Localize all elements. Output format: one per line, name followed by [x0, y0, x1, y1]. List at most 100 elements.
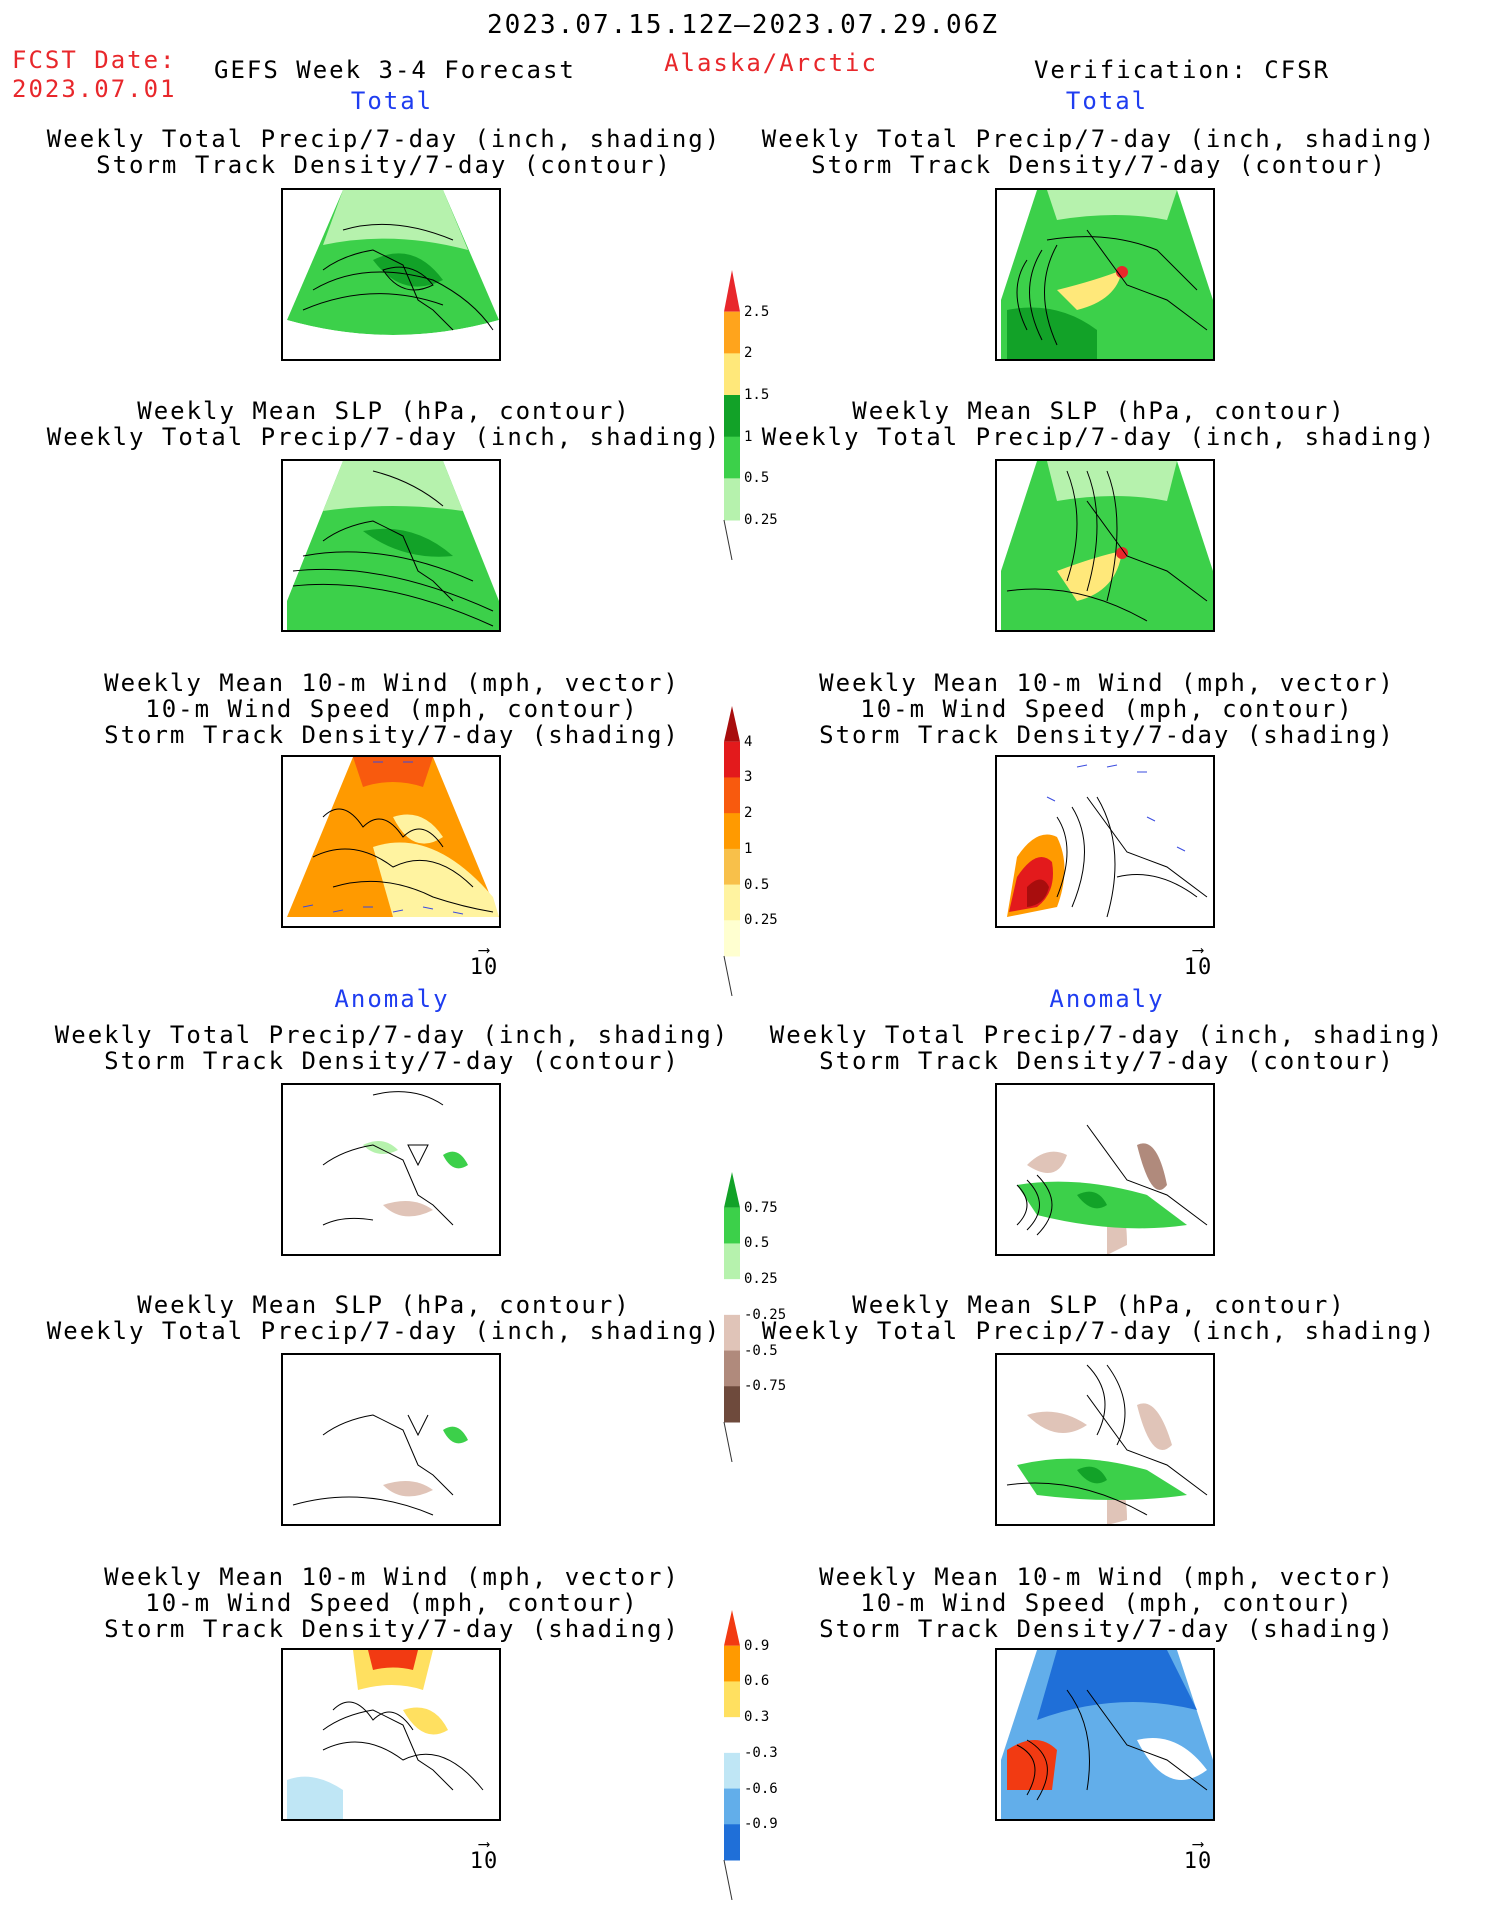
- colorbar-tail: [723, 519, 733, 560]
- date-range: 2023.07.15.12Z–2023.07.29.06Z: [487, 10, 999, 40]
- colorbar-swatch: [724, 395, 740, 438]
- vector-ref-anom-left: ⟶ 10: [469, 1834, 499, 1874]
- colorbar-tick-label: 0.6: [744, 1673, 770, 1690]
- colorbar-precip-anom: 0.75 0.5 0.25 -0.25 -0.5 -0.75: [722, 1172, 786, 1462]
- panel-title-total-slp-left: Weekly Mean SLP (hPa, contour) Weekly Tot…: [46, 397, 722, 451]
- map-total-wind-forecast: [281, 755, 501, 928]
- colorbar-swatch: [724, 1350, 740, 1387]
- panel-title-total-slp-right: Weekly Mean SLP (hPa, contour) Weekly Tot…: [761, 397, 1437, 451]
- colorbar-swatch: [724, 353, 740, 396]
- colorbar-swatch: [724, 1279, 740, 1316]
- vector-ref-anom-right: ⟶ 10: [1183, 1834, 1213, 1874]
- colorbar-swatch: [724, 1243, 740, 1280]
- colorbar-swatch: [724, 813, 740, 850]
- colorbar-tick-label: 2.5: [744, 303, 770, 320]
- colorbar-tick-label: 0.75: [744, 1199, 778, 1216]
- colorbar-swatch: [724, 436, 740, 479]
- panel-title-anom-precip-left: Weekly Total Precip/7-day (inch, shading…: [54, 1021, 730, 1075]
- colorbar-swatch: [724, 311, 740, 354]
- panel-title-anom-precip-right: Weekly Total Precip/7-day (inch, shading…: [769, 1021, 1445, 1075]
- map-anom-slp-verification: [995, 1353, 1215, 1526]
- colorbar-tick-label: 0.5: [744, 1235, 770, 1252]
- model-title: GEFS Week 3-4 Forecast: [214, 56, 576, 84]
- vector-ref-total-right: ⟶ 10: [1183, 940, 1213, 980]
- colorbar-tick-label: 2: [744, 805, 753, 822]
- colorbar-swatch: [724, 741, 740, 778]
- colorbar-swatch: [724, 884, 740, 921]
- colorbar-tick-label: 0.25: [744, 912, 778, 929]
- colorbar-swatches: [723, 270, 740, 560]
- arrow-icon: ⟶: [479, 940, 489, 959]
- colorbar-tick-label: -0.75: [744, 1378, 787, 1395]
- map-anom-wind-forecast: [281, 1648, 501, 1821]
- colorbar-swatch: [724, 478, 740, 521]
- map-anom-precip-verification: [995, 1083, 1215, 1256]
- colorbar-swatch: [724, 1788, 740, 1825]
- colorbar-swatch: [724, 848, 740, 886]
- colorbar-tick-label: 1.5: [744, 387, 770, 403]
- section-total-left: Total: [350, 87, 434, 115]
- region-title: Alaska/Arctic: [664, 49, 878, 77]
- colorbar-swatch: [724, 1717, 740, 1754]
- section-anomaly-right: Anomaly: [1049, 985, 1165, 1013]
- map-total-wind-verification: [995, 755, 1215, 928]
- section-anomaly-left: Anomaly: [334, 985, 450, 1013]
- colorbar-tick-label: -0.5: [744, 1342, 778, 1359]
- map-total-precip-verification: [995, 188, 1215, 361]
- map-total-precip-forecast: [281, 188, 501, 361]
- colorbar-swatch: [724, 1645, 740, 1682]
- section-total-right: Total: [1065, 87, 1149, 115]
- colorbar-swatch: [724, 1207, 740, 1244]
- panel-title-total-precip-right: Weekly Total Precip/7-day (inch, shading…: [761, 125, 1437, 179]
- colorbar-tick-label: 2: [744, 345, 753, 362]
- colorbar-tick-label: 0.25: [744, 512, 778, 528]
- panel-title-anom-slp-right: Weekly Mean SLP (hPa, contour) Weekly Tot…: [761, 1291, 1437, 1345]
- colorbar-swatch: [724, 1610, 740, 1646]
- colorbar-tail: [723, 955, 733, 996]
- colorbar-tick-label: 1: [744, 428, 753, 445]
- colorbar-swatch: [724, 1824, 740, 1861]
- colorbar-swatch: [724, 1752, 740, 1790]
- map-total-slp-verification: [995, 459, 1215, 632]
- colorbar-tick-label: -0.3: [744, 1744, 778, 1761]
- colorbar-track-total: 4 3 2 1 0.5 0.25: [722, 706, 782, 996]
- map-total-slp-forecast: [281, 459, 501, 632]
- colorbar-tick-label: 3: [744, 769, 753, 786]
- map-anom-slp-forecast: [281, 1353, 501, 1526]
- map-anom-wind-verification: [995, 1648, 1215, 1821]
- colorbar-swatches: [723, 1610, 740, 1900]
- colorbar-precip-total: 2.5 2 1.5 1 0.5 0.25: [722, 270, 782, 560]
- colorbar-swatch: [724, 1172, 740, 1208]
- colorbar-tick-label: 0.9: [744, 1637, 770, 1654]
- panel-title-total-wind-right: Weekly Mean 10-m Wind (mph, vector) 10-m …: [819, 669, 1395, 749]
- colorbar-tail: [723, 1859, 733, 1900]
- colorbar-swatch: [724, 1681, 740, 1718]
- panel-title-anom-wind-left: Weekly Mean 10-m Wind (mph, vector) 10-m …: [104, 1563, 680, 1643]
- verification-title: Verification: CFSR: [1033, 56, 1331, 84]
- fcst-date-label: FCST Date:: [12, 46, 177, 74]
- colorbar-swatch: [724, 270, 740, 312]
- fcst-date-value: 2023.07.01: [12, 75, 177, 103]
- colorbar-swatch: [724, 706, 740, 742]
- arrow-icon: ⟶: [1193, 1834, 1203, 1853]
- colorbar-tick-label: 0.5: [744, 876, 770, 893]
- colorbar-tick-label: -0.6: [744, 1780, 778, 1797]
- arrow-icon: ⟶: [1193, 940, 1203, 959]
- colorbar-wind-anom: 0.9 0.6 0.3 -0.3 -0.6 -0.9: [722, 1610, 782, 1900]
- panel-title-total-wind-left: Weekly Mean 10-m Wind (mph, vector) 10-m …: [104, 669, 680, 749]
- colorbar-tick-label: -0.25: [744, 1306, 787, 1323]
- colorbar-tick-label: 0.25: [744, 1271, 778, 1288]
- colorbar-swatch: [724, 777, 740, 814]
- colorbar-tick-label: 0.5: [744, 470, 770, 487]
- colorbar-tick-label: -0.9: [744, 1816, 778, 1833]
- colorbar-swatch: [724, 920, 740, 957]
- colorbar-tail: [723, 1421, 733, 1462]
- colorbar-swatch: [724, 1386, 740, 1423]
- colorbar-tick-label: 4: [744, 733, 753, 750]
- vector-ref-total-left: ⟶ 10: [469, 940, 499, 980]
- colorbar-swatches: [723, 706, 740, 996]
- map-anom-precip-forecast: [281, 1083, 501, 1256]
- arrow-icon: ⟶: [479, 1834, 489, 1853]
- panel-title-total-precip-left: Weekly Total Precip/7-day (inch, shading…: [46, 125, 722, 179]
- panel-title-anom-wind-right: Weekly Mean 10-m Wind (mph, vector) 10-m …: [819, 1563, 1395, 1643]
